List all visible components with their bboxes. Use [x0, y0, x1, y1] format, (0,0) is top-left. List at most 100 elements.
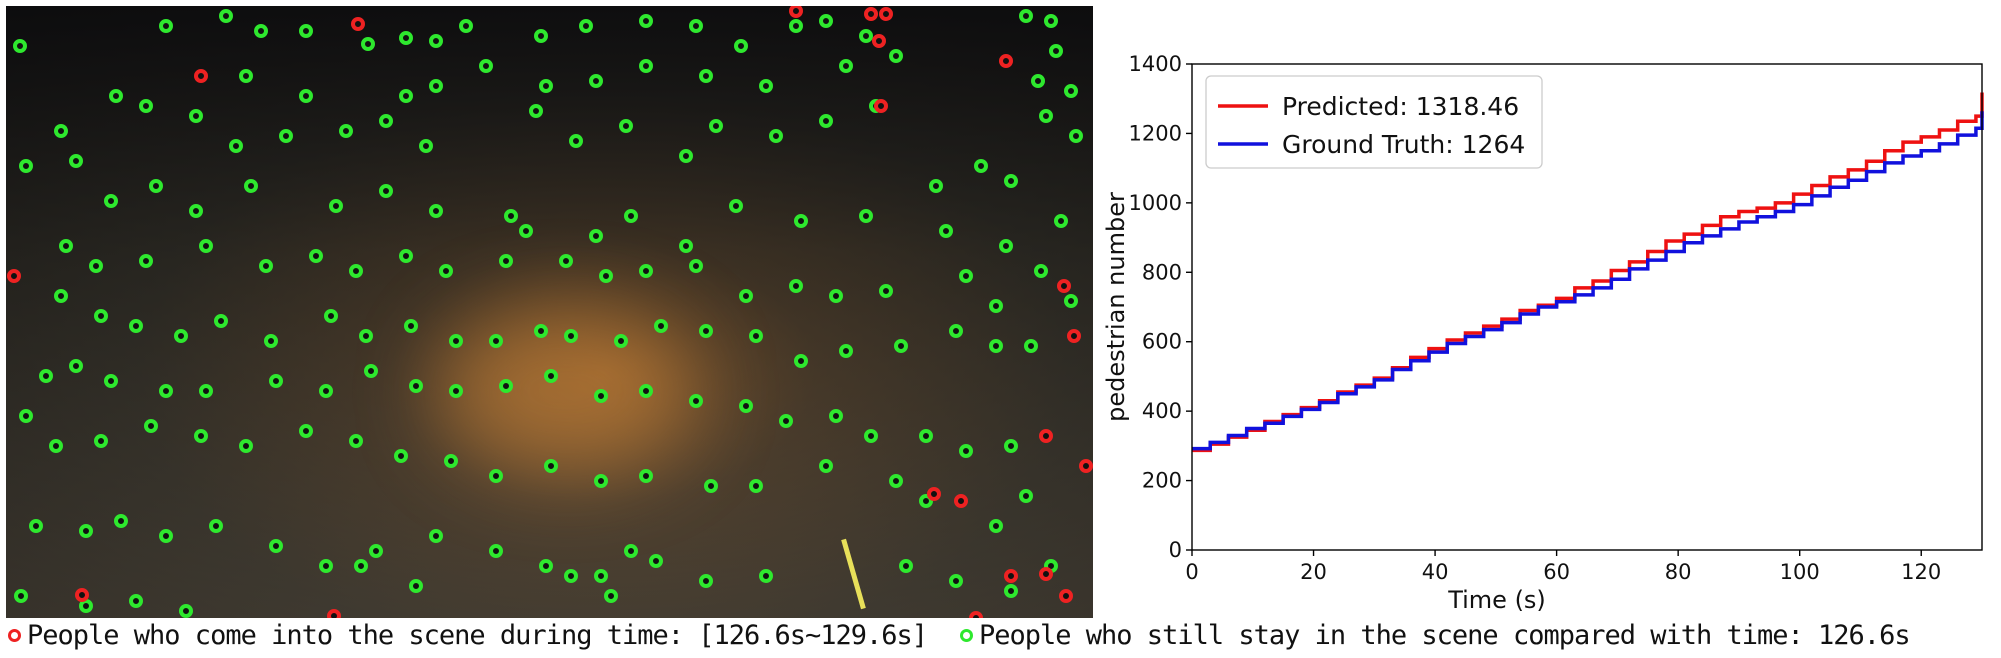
x-axis-title: Time (s) [1447, 586, 1546, 614]
staying-person-marker [399, 89, 413, 103]
staying-person-marker [489, 544, 503, 558]
y-tick-label: 200 [1142, 469, 1182, 493]
staying-person-marker [299, 424, 313, 438]
staying-person-marker [159, 529, 173, 543]
red-marker-legend: People who come into the scene during ti… [8, 620, 928, 651]
staying-person-marker [539, 559, 553, 573]
staying-person-marker [879, 284, 893, 298]
staying-person-marker [769, 129, 783, 143]
staying-person-marker [989, 339, 1003, 353]
x-tick-label: 80 [1665, 560, 1692, 584]
staying-person-marker [974, 159, 988, 173]
staying-person-marker [639, 59, 653, 73]
staying-person-marker [639, 469, 653, 483]
staying-person-marker [199, 384, 213, 398]
staying-person-marker [499, 379, 513, 393]
staying-person-marker [539, 79, 553, 93]
staying-person-marker [189, 109, 203, 123]
staying-person-marker [1031, 74, 1045, 88]
staying-person-marker [599, 269, 613, 283]
staying-person-marker [759, 79, 773, 93]
x-tick-label: 40 [1422, 560, 1449, 584]
staying-person-marker [859, 209, 873, 223]
new-person-marker [1039, 429, 1053, 443]
y-axis-title: pedestrian number [1102, 192, 1130, 422]
staying-person-marker [789, 19, 803, 33]
new-person-marker [1004, 569, 1018, 583]
staying-person-marker [449, 334, 463, 348]
staying-person-marker [654, 319, 668, 333]
staying-person-marker [59, 239, 73, 253]
x-tick-label: 100 [1780, 560, 1820, 584]
scene-shading [6, 6, 1093, 618]
new-person-marker [7, 269, 21, 283]
staying-person-marker [94, 309, 108, 323]
staying-person-marker [209, 519, 223, 533]
staying-person-marker [544, 369, 558, 383]
staying-person-marker [1069, 129, 1083, 143]
staying-person-marker [649, 554, 663, 568]
staying-person-marker [624, 209, 638, 223]
staying-person-marker [544, 459, 558, 473]
staying-person-marker [839, 59, 853, 73]
staying-person-marker [819, 459, 833, 473]
staying-person-marker [1004, 584, 1018, 598]
staying-person-marker [729, 199, 743, 213]
legend-label: Predicted: 1318.46 [1282, 92, 1519, 121]
new-person-marker [789, 6, 803, 18]
staying-person-marker [109, 89, 123, 103]
staying-person-marker [429, 34, 443, 48]
staying-person-marker [39, 369, 53, 383]
staying-person-marker [1004, 174, 1018, 188]
staying-person-marker [54, 289, 68, 303]
staying-person-marker [819, 114, 833, 128]
staying-person-marker [104, 374, 118, 388]
staying-person-marker [504, 209, 518, 223]
staying-person-marker [1004, 439, 1018, 453]
staying-person-marker [749, 479, 763, 493]
new-person-marker [879, 7, 893, 21]
staying-person-marker [319, 559, 333, 573]
staying-person-marker [619, 119, 633, 133]
staying-person-marker [79, 599, 93, 613]
staying-person-marker [689, 259, 703, 273]
staying-person-marker [1024, 339, 1038, 353]
staying-person-marker [579, 19, 593, 33]
staying-person-marker [229, 139, 243, 153]
staying-person-marker [419, 139, 433, 153]
staying-person-marker [889, 474, 903, 488]
staying-person-marker [569, 134, 583, 148]
new-person-marker [927, 487, 941, 501]
staying-person-marker [29, 519, 43, 533]
y-tick-label: 800 [1142, 260, 1182, 284]
staying-person-marker [239, 69, 253, 83]
new-person-marker [999, 54, 1013, 68]
staying-person-marker [194, 429, 208, 443]
x-tick-label: 20 [1300, 560, 1327, 584]
staying-person-marker [459, 19, 473, 33]
new-person-marker [874, 99, 888, 113]
staying-person-marker [324, 309, 338, 323]
series-line-ground-truth [1192, 111, 1984, 451]
staying-person-marker [709, 119, 723, 133]
staying-person-marker [819, 14, 833, 28]
staying-person-marker [559, 254, 573, 268]
person-markers [6, 6, 1093, 618]
staying-person-marker [54, 124, 68, 138]
pedestrian-count-chart: 0 200 400 600 800 1000 1200 1400 0 20 40 60 80 100 120… [1100, 40, 2001, 620]
staying-person-marker [679, 239, 693, 253]
staying-person-marker [639, 14, 653, 28]
staying-person-marker [489, 334, 503, 348]
staying-person-marker [369, 544, 383, 558]
staying-person-marker [114, 514, 128, 528]
x-tick-label: 0 [1185, 560, 1198, 584]
staying-person-marker [734, 39, 748, 53]
new-person-marker [327, 609, 341, 618]
staying-person-marker [789, 279, 803, 293]
staying-person-marker [534, 324, 548, 338]
staying-person-marker [94, 434, 108, 448]
staying-person-marker [264, 334, 278, 348]
staying-person-marker [429, 204, 443, 218]
y-tick-label: 0 [1169, 538, 1182, 562]
staying-person-marker [699, 69, 713, 83]
